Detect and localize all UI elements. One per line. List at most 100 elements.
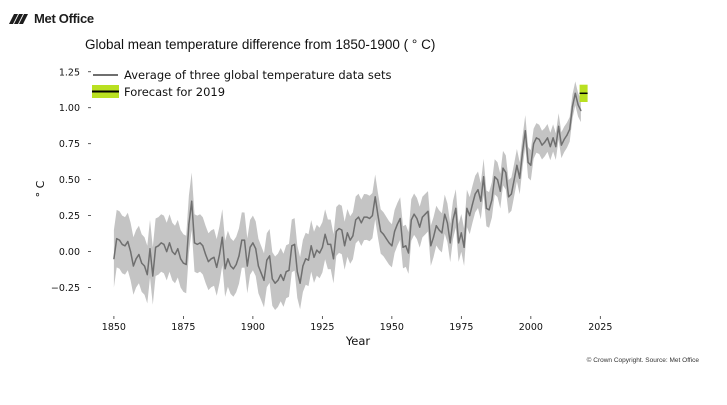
data-point-1953 bbox=[399, 217, 401, 220]
data-point-1918 bbox=[302, 265, 304, 267]
data-point-1910 bbox=[280, 274, 282, 276]
data-point-1931 bbox=[338, 228, 340, 230]
data-point-1901 bbox=[255, 248, 257, 250]
data-point-1864 bbox=[152, 275, 154, 277]
data-point-1891 bbox=[227, 258, 229, 260]
data-point-1979 bbox=[471, 203, 474, 205]
data-point-1975 bbox=[460, 232, 462, 234]
data-point-1955 bbox=[405, 245, 407, 247]
data-point-2010 bbox=[558, 125, 560, 127]
data-point-1899 bbox=[249, 246, 251, 248]
uncertainty-band-area bbox=[113, 81, 581, 311]
data-point-1965 bbox=[432, 236, 435, 238]
data-point-1957 bbox=[410, 219, 412, 221]
data-point-1874 bbox=[180, 258, 182, 260]
data-point-1994 bbox=[513, 179, 515, 181]
data-point-1875 bbox=[182, 262, 184, 264]
data-point-1997 bbox=[521, 151, 524, 153]
data-point-1855 bbox=[127, 240, 129, 243]
data-points bbox=[113, 92, 582, 284]
data-point-1926 bbox=[324, 233, 326, 235]
data-point-1960 bbox=[419, 226, 421, 228]
data-point-1928 bbox=[330, 243, 332, 245]
data-point-1892 bbox=[230, 265, 232, 267]
copyright-notice: © Crown Copyright. Source: Met Office bbox=[586, 357, 699, 364]
data-point-2018 bbox=[580, 110, 582, 112]
met-office-stripes-icon bbox=[9, 13, 28, 24]
data-point-1929 bbox=[332, 258, 335, 260]
data-point-1984 bbox=[485, 207, 487, 209]
y-axis: −0.25 0.00 0.25 0.50 0.75 1.00 1.25 bbox=[51, 67, 91, 294]
data-point-2004 bbox=[541, 144, 543, 146]
data-point-1921 bbox=[310, 245, 312, 247]
data-point-1873 bbox=[177, 248, 179, 250]
data-point-1915 bbox=[294, 243, 296, 245]
data-point-1974 bbox=[458, 242, 460, 244]
data-point-1990 bbox=[502, 167, 504, 169]
data-point-1946 bbox=[380, 230, 382, 232]
data-point-1988 bbox=[496, 179, 499, 181]
data-point-1887 bbox=[216, 266, 218, 268]
x-tick-label: 1900 bbox=[241, 322, 265, 333]
data-point-2003 bbox=[538, 138, 540, 140]
data-point-2009 bbox=[555, 146, 557, 148]
data-point-1867 bbox=[160, 242, 162, 244]
y-tick-label: 0.75 bbox=[59, 139, 80, 150]
y-tick-label: 1.25 bbox=[59, 67, 80, 78]
data-point-1927 bbox=[327, 243, 329, 245]
data-point-2005 bbox=[544, 141, 546, 143]
data-point-1895 bbox=[238, 255, 240, 257]
data-point-1922 bbox=[313, 256, 315, 258]
data-point-1942 bbox=[369, 217, 371, 220]
data-point-2015 bbox=[571, 105, 574, 107]
data-point-1923 bbox=[316, 249, 318, 251]
brand[interactable]: Met Office bbox=[8, 11, 94, 26]
data-point-1936 bbox=[352, 235, 354, 237]
data-point-1920 bbox=[307, 259, 310, 261]
data-point-1861 bbox=[143, 265, 146, 267]
data-point-1924 bbox=[319, 252, 321, 254]
y-tick-label: 0.50 bbox=[59, 175, 80, 186]
data-point-1862 bbox=[146, 274, 148, 276]
data-point-2013 bbox=[566, 134, 568, 136]
data-point-1859 bbox=[138, 253, 140, 256]
data-point-1884 bbox=[207, 261, 209, 263]
data-point-2001 bbox=[533, 143, 535, 145]
x-axis-label: Year bbox=[345, 334, 371, 348]
data-point-1943 bbox=[371, 215, 373, 217]
data-point-1870 bbox=[168, 242, 171, 244]
data-point-1938 bbox=[357, 216, 360, 218]
x-tick-label: 1950 bbox=[380, 322, 404, 333]
data-point-1852 bbox=[118, 239, 121, 241]
data-point-1917 bbox=[299, 282, 301, 284]
y-axis-label: ° C bbox=[34, 180, 47, 197]
data-point-1914 bbox=[291, 245, 293, 247]
data-point-1893 bbox=[232, 268, 234, 270]
data-point-1976 bbox=[463, 246, 465, 248]
x-tick-label: 1875 bbox=[171, 322, 195, 333]
x-tick-label: 1975 bbox=[449, 322, 473, 333]
data-point-1982 bbox=[480, 200, 482, 202]
data-point-1939 bbox=[360, 222, 362, 224]
forecast-marker bbox=[579, 84, 588, 102]
data-point-2002 bbox=[535, 137, 538, 139]
data-point-1971 bbox=[449, 242, 451, 244]
data-point-1905 bbox=[266, 259, 268, 261]
data-point-2016 bbox=[574, 92, 576, 94]
data-point-1903 bbox=[260, 272, 262, 274]
data-point-1877 bbox=[188, 223, 190, 225]
legend: Average of three global temperature data… bbox=[92, 68, 392, 99]
data-point-1967 bbox=[438, 229, 440, 231]
data-point-1959 bbox=[416, 217, 418, 220]
data-point-1869 bbox=[166, 251, 168, 253]
data-point-1854 bbox=[124, 245, 126, 247]
data-point-1934 bbox=[346, 232, 348, 234]
data-point-2000 bbox=[530, 164, 532, 166]
data-point-1912 bbox=[285, 271, 287, 273]
data-point-1996 bbox=[519, 177, 521, 179]
data-point-1969 bbox=[444, 213, 446, 215]
data-point-1890 bbox=[224, 268, 226, 270]
legend-label-forecast: Forecast for 2019 bbox=[124, 85, 225, 99]
x-tick-label: 1850 bbox=[102, 322, 126, 333]
